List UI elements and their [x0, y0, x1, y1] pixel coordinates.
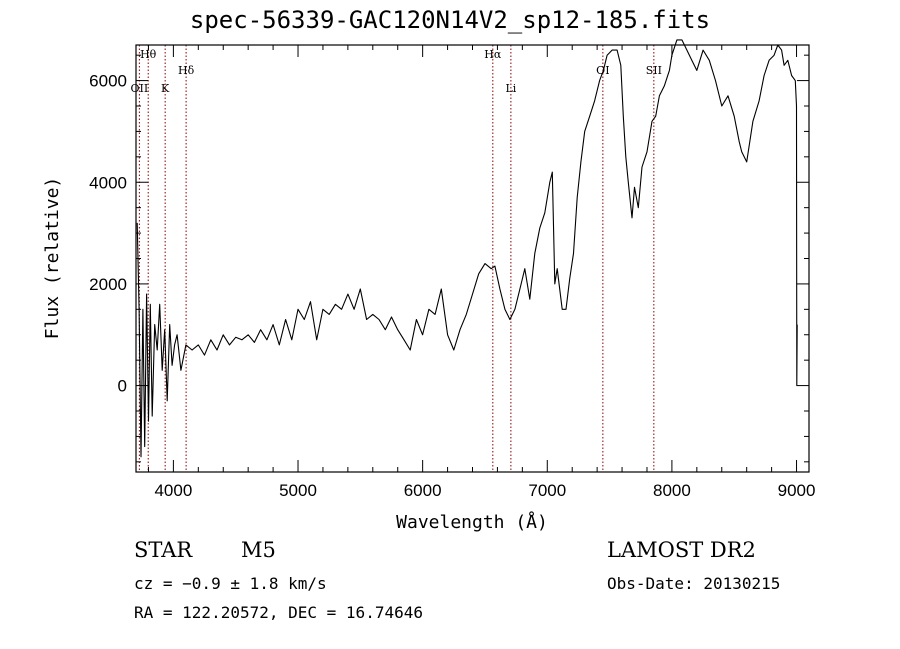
y-axis-label: Flux (relative) [42, 177, 63, 340]
line-marker-label: Hδ [178, 64, 195, 77]
spectrum-line [136, 39, 798, 458]
line-marker-label: SII [646, 64, 662, 77]
object-subclass: M5 [241, 538, 276, 562]
survey-name: LAMOST DR2 [607, 538, 756, 562]
y-axis-ticks: 0 2000 4000 6000 [89, 54, 809, 463]
x-axis-ticks: 4000 5000 6000 7000 8000 9000 [147, 45, 816, 500]
x-tick-label: 7000 [528, 481, 566, 500]
observation-date: Obs-Date: 20130215 [607, 574, 781, 593]
chart-title: spec-56339-GAC120N14V2_sp12-185.fits [189, 6, 711, 34]
line-marker-label: Li [505, 82, 516, 95]
line-marker-label: OII [131, 82, 149, 95]
line-marker-label: Hθ [140, 48, 157, 61]
line-marker-label: Hα [484, 48, 502, 61]
line-marker-label: K [161, 82, 170, 95]
x-axis-label: Wavelength (Å) [396, 511, 548, 533]
ra-dec-coordinates: RA = 122.20572, DEC = 16.74646 [134, 603, 423, 622]
redshift-velocity: cz = −0.9 ± 1.8 km/s [134, 574, 327, 593]
x-tick-label: 5000 [279, 481, 317, 500]
plot-frame [135, 44, 810, 473]
y-tick-label: 4000 [89, 173, 127, 192]
object-class: STAR [134, 538, 193, 562]
x-tick-label: 4000 [154, 481, 192, 500]
spectrum-series-layer [136, 39, 798, 458]
x-tick-label: 9000 [778, 481, 816, 500]
y-tick-label: 6000 [89, 72, 127, 91]
x-tick-label: 8000 [653, 481, 691, 500]
x-tick-label: 6000 [404, 481, 442, 500]
y-tick-label: 0 [118, 377, 127, 396]
y-tick-label: 2000 [89, 275, 127, 294]
